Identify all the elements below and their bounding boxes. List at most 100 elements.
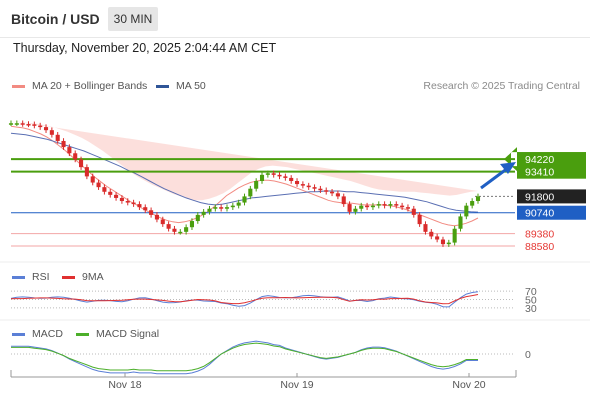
candle-body (248, 188, 253, 197)
candle-body (32, 124, 37, 126)
candle-body (283, 176, 288, 178)
candle-body (236, 202, 241, 206)
candle-body (365, 205, 370, 208)
level-label-93410: 93410 (525, 167, 554, 179)
candle-body (347, 204, 352, 212)
candle-body (201, 211, 206, 215)
candle-body (265, 173, 270, 175)
candle-body (61, 140, 66, 148)
9ma-legend-swatch (62, 275, 75, 279)
candle-body (388, 204, 393, 206)
candle-body (242, 196, 247, 203)
rsi-level-label: 50 (525, 295, 537, 307)
candle-body (294, 181, 300, 185)
level-label-94220: 94220 (525, 154, 554, 166)
candle-body (259, 174, 265, 181)
macd-legend-label: MACD (32, 328, 63, 340)
candle-body (452, 228, 457, 243)
macd-legend-swatch (12, 332, 25, 336)
candle-body (446, 242, 451, 245)
chart-header: Bitcoin / USD 30 MIN (0, 0, 590, 38)
candle-body (84, 167, 89, 177)
candle-body (470, 201, 475, 206)
candle-body (324, 190, 329, 192)
legend-macd-signal: MACD Signal (76, 328, 159, 340)
candle-body (230, 205, 235, 208)
candle-body (440, 239, 446, 245)
candle-body (108, 191, 113, 195)
candle-body (417, 214, 422, 225)
candle-body (8, 123, 14, 125)
candle-body (341, 196, 346, 205)
ma50-legend-swatch (156, 84, 169, 88)
candle-body (271, 173, 276, 175)
candle-body (137, 204, 142, 208)
level-label-89380: 89380 (525, 229, 554, 241)
ma50-legend-label: MA 50 (176, 80, 206, 92)
candle-body (131, 202, 136, 205)
candle-body (195, 214, 200, 222)
macd-line (11, 340, 478, 375)
candle-body (172, 228, 177, 232)
candle-body (359, 205, 364, 209)
candle-body (330, 191, 335, 194)
candle-body (55, 134, 60, 141)
legend-rsi: RSI (12, 271, 50, 283)
candle-body (73, 153, 78, 160)
candle-body (207, 208, 212, 212)
candle-body (184, 227, 189, 232)
candle-body (376, 204, 381, 206)
candle-body (300, 184, 305, 186)
candle-body (458, 216, 463, 229)
candle-body (370, 205, 375, 208)
resistance-zone-box (517, 152, 586, 179)
candle-body (160, 219, 165, 225)
resistance-arrow-tip (504, 147, 517, 172)
legend-ma20-bollinger: MA 20 + Bollinger Bands (12, 80, 147, 92)
candle-body (43, 127, 49, 131)
candle-body (102, 187, 107, 192)
candle-body (90, 176, 95, 183)
candle-body (149, 210, 154, 215)
candle-body (277, 174, 282, 177)
candle-body (224, 207, 230, 209)
x-tick-label: Nov 20 (452, 379, 485, 391)
candle-body (306, 185, 311, 188)
level-box-90740 (517, 205, 586, 220)
candle-body (67, 147, 72, 154)
candle-body (435, 236, 440, 240)
candle-body (464, 205, 469, 217)
level-label-90740: 90740 (525, 208, 554, 220)
candle-body (312, 187, 317, 189)
9ma-legend-label: 9MA (82, 271, 104, 283)
chart-title: Bitcoin / USD (11, 11, 100, 27)
bollinger-band-area (11, 120, 478, 201)
forecast-arrow-shaft (480, 166, 509, 190)
ma20-legend-label: MA 20 + Bollinger Bands (32, 80, 148, 92)
candle-body (189, 221, 195, 228)
x-tick-label: Nov 18 (108, 379, 141, 391)
candle-body (219, 207, 224, 209)
candle-body (125, 201, 130, 203)
candle-body (353, 208, 358, 212)
candle-body (154, 214, 159, 220)
candle-body (143, 207, 148, 211)
x-tick-label: Nov 19 (280, 379, 313, 391)
level-box-91800 (517, 189, 586, 204)
candle-body (400, 205, 405, 208)
candle-body (20, 123, 25, 125)
macd-signal-line (11, 342, 478, 372)
candle-body (14, 123, 19, 125)
interval-badge[interactable]: 30 MIN (108, 7, 158, 31)
rsi-legend-label: RSI (32, 271, 50, 283)
datetime-label: Thursday, November 20, 2025 2:04:44 AM C… (13, 41, 277, 55)
candle-body (178, 231, 183, 234)
macd-level-label: 0 (525, 349, 531, 361)
candle-body (49, 130, 54, 135)
legend-macd: MACD (12, 328, 63, 340)
candle-body (26, 124, 31, 126)
candle-body (114, 194, 119, 198)
candle-body (166, 224, 171, 229)
candle-body (382, 204, 387, 206)
